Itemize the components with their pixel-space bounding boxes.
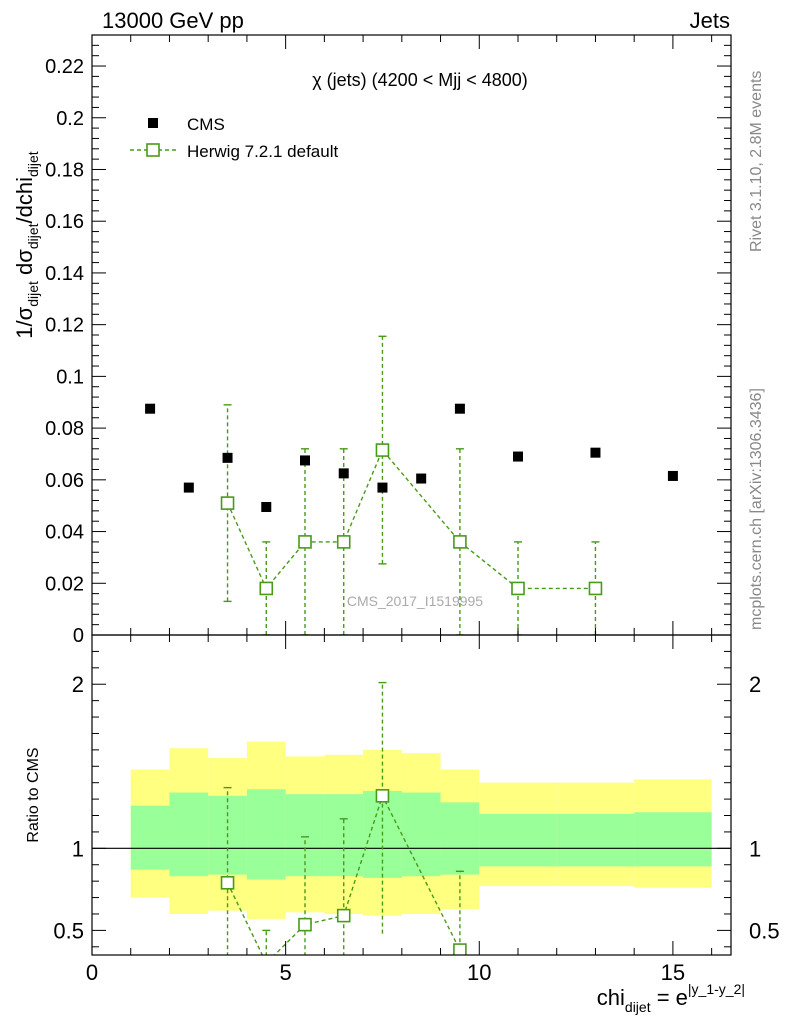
ratio-y-tick-label: 1 (72, 836, 84, 861)
ratio-y-tick-label: 0.5 (53, 918, 84, 943)
cms-data-point (183, 482, 194, 493)
herwig-data-point (298, 535, 312, 549)
uncertainty-band-inner (169, 792, 209, 877)
uncertainty-band-inner (634, 812, 712, 867)
uncertainty-band-inner (130, 805, 170, 870)
ratio-panel: 0.5 0.5 1 1 2 2 0 5 10 15 Ratio to CMS chidijet =… (25, 634, 780, 1015)
cms-data-point (222, 452, 233, 463)
herwig-data-point (259, 581, 274, 596)
main-panel: 0 0.02 0.04 0.06 0.08 0.1 0.12 0.14 0.16 0.18 0.2 0… (12, 34, 732, 647)
ratio-data-point (336, 908, 351, 923)
y-tick-label: 0 (73, 625, 84, 647)
herwig-data-point (336, 535, 351, 549)
cms-data-point (416, 473, 427, 484)
y-axis-label: 1/σdijet dσdijet/dchidijet (12, 151, 41, 339)
legend-label-herwig: Herwig 7.2.1 default (187, 142, 338, 161)
uncertainty-band-inner (401, 792, 441, 877)
ratio-herwig-line (226, 793, 461, 955)
y-tick-label: 0.22 (45, 56, 84, 78)
uncertainty-band-inner (246, 789, 286, 880)
x-axis-label: chidijet = e|y_1-y_2| (597, 981, 745, 1015)
ratio-data-point (260, 957, 272, 969)
y-tick-label: 0.02 (45, 573, 84, 595)
herwig-data-point (375, 443, 390, 457)
herwig-data-point (220, 496, 235, 510)
legend-label-cms: CMS (187, 115, 225, 134)
x-tick-label: 10 (467, 960, 491, 985)
y-tick-label: 0.18 (45, 159, 84, 181)
legend-marker-cms (148, 118, 158, 128)
cms-data-point (300, 455, 310, 466)
x-tick-label: 5 (280, 960, 292, 985)
header-right: Jets (690, 8, 730, 33)
y-tick-label: 0.14 (45, 263, 84, 285)
legend: CMS Herwig 7.2.1 default (130, 115, 338, 161)
x-tick-label: 0 (86, 960, 98, 985)
ratio-data-point (220, 875, 235, 890)
y-tick-label: 0.08 (45, 418, 84, 440)
herwig-data-point (453, 535, 467, 549)
ratio-y-tick-label: 2 (72, 672, 84, 697)
cms-data-point (145, 403, 156, 414)
watermark: CMS_2017_I1519995 (347, 593, 483, 609)
y-tick-label: 0.16 (45, 211, 84, 233)
cms-data-point (261, 501, 272, 512)
mcplots-label: mcplots.cern.ch [arXiv:1306.3436] (748, 388, 765, 630)
ratio-y-label: Ratio to CMS (25, 747, 42, 842)
y-tick-label: 0.1 (56, 366, 84, 388)
plot-title: χ (jets) (4200 < Mjj < 4800) (312, 70, 528, 90)
rivet-label: Rivet 3.1.10, 2.8M events (748, 71, 765, 252)
herwig-data-point (511, 581, 525, 596)
ratio-data-point (453, 943, 467, 955)
y-tick-label: 0.2 (56, 108, 84, 130)
x-tick-label: 15 (661, 960, 685, 985)
uncertainty-band-inner (440, 802, 480, 875)
ratio-data-point (375, 789, 390, 803)
cms-data-point (513, 451, 523, 462)
uncertainty-band-inner (556, 813, 635, 867)
y-tick-label: 0.06 (45, 470, 84, 492)
herwig-line (226, 448, 596, 590)
cms-data-point (590, 447, 601, 458)
ratio-y-tick-label-right: 0.5 (749, 918, 780, 943)
herwig-data-point (588, 581, 603, 596)
y-tick-label: 0.04 (45, 522, 84, 544)
cms-data-point (377, 482, 388, 493)
cms-data-point (454, 403, 465, 414)
y-tick-label: 0.12 (45, 315, 84, 337)
cms-data-point (338, 468, 349, 479)
header-left: 13000 GeV pp (102, 8, 244, 33)
cms-data-point (667, 470, 678, 481)
ratio-y-tick-label-right: 2 (749, 672, 761, 697)
ratio-data-point (298, 917, 312, 932)
ratio-panel-frame (91, 634, 732, 956)
uncertainty-band-inner (479, 813, 557, 867)
ratio-y-tick-label-right: 1 (749, 836, 761, 861)
legend-marker-herwig (146, 143, 160, 157)
